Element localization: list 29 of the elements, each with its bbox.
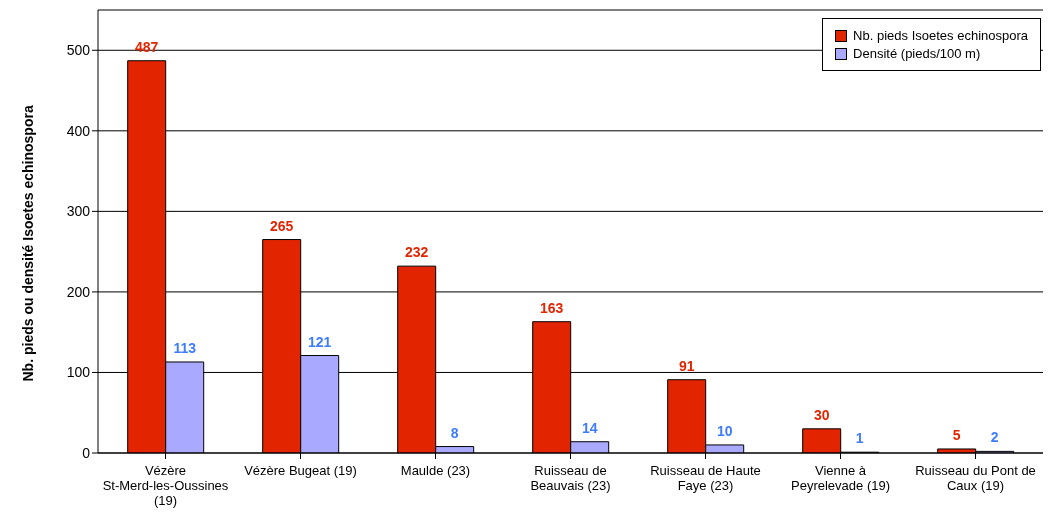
y-axis-title: Nb. pieds ou densité Isoetes echinospora: [19, 105, 36, 382]
data-label: 113: [173, 339, 197, 356]
y-tick-label: 500: [66, 42, 91, 59]
data-label: 30: [813, 406, 830, 423]
y-tick-label: 200: [66, 283, 91, 300]
data-label: 232: [405, 244, 429, 261]
x-tick-label: Vézère St-Merd-les-Oussines (19): [102, 463, 229, 508]
x-tick-label: Ruisseau de Haute Faye (23): [650, 463, 761, 493]
y-tick-label: 100: [66, 364, 91, 381]
data-label: 8: [450, 424, 459, 441]
x-tick-label: Ruisseau de Beauvais (23): [530, 463, 611, 493]
data-label: 2: [990, 429, 999, 446]
x-tick-label: Vézère Bugeat (19): [244, 463, 357, 478]
data-label: 163: [540, 299, 564, 316]
data-label: 121: [308, 333, 332, 350]
x-tick-label: Maulde (23): [400, 463, 471, 478]
x-tick-label: Ruisseau du Pont de Caux (19): [915, 463, 1036, 493]
data-label: 265: [270, 217, 294, 234]
y-tick-label: 400: [66, 122, 91, 139]
legend-label: Densité (pieds/100 m): [853, 46, 981, 61]
y-tick-label: 300: [66, 203, 91, 220]
data-label: 91: [678, 357, 695, 374]
data-label: 1: [855, 430, 864, 447]
x-tick-label: Vienne à Peyrelevade (19): [791, 463, 890, 493]
y-tick-label: 0: [82, 444, 91, 461]
data-label: 10: [716, 422, 733, 439]
legend-label: Nb. pieds Isoetes echinospora: [853, 28, 1028, 43]
data-label: 14: [581, 419, 598, 436]
data-label: 5: [952, 426, 961, 443]
